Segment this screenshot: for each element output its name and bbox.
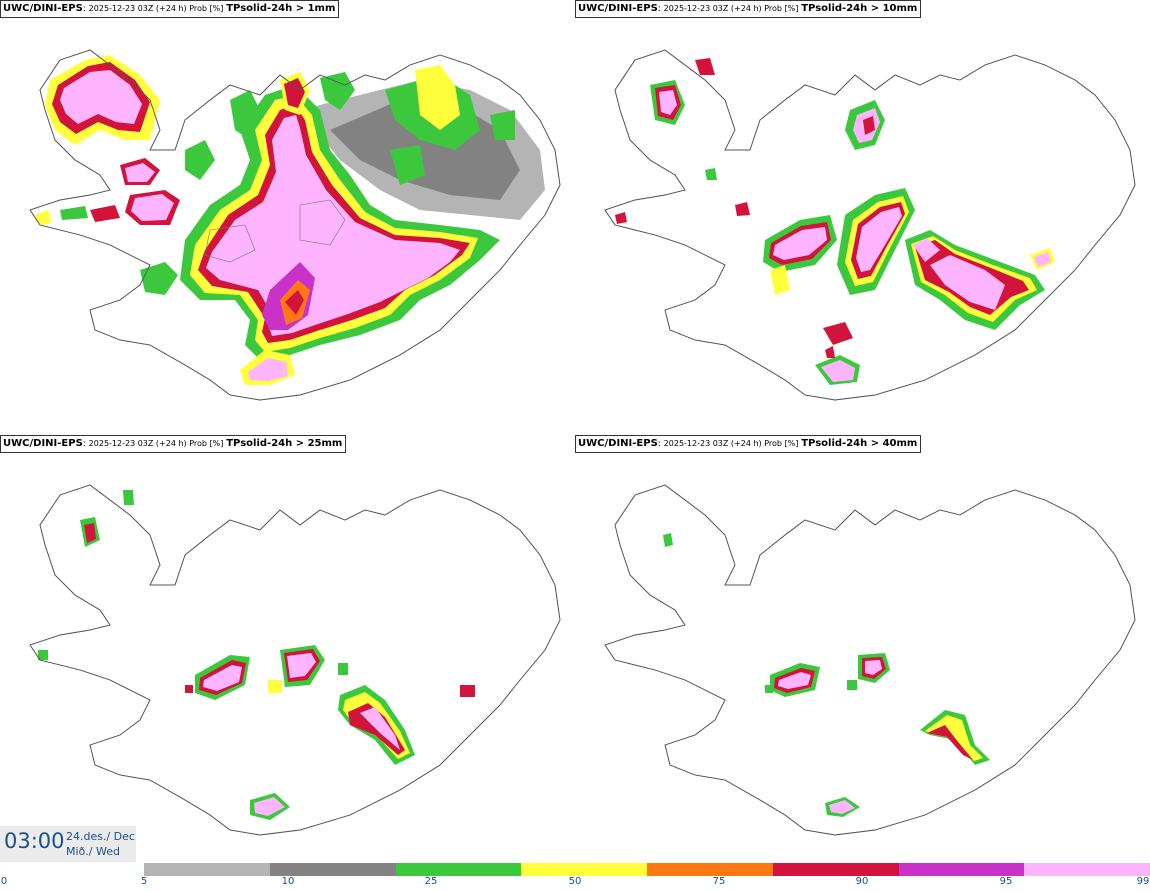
run-info: 2025-12-23 03Z (+24 h) Prob [%]: [88, 439, 224, 448]
legend-segment: [521, 863, 647, 876]
parameter-label: TPsolid-24h > 10mm: [801, 3, 918, 14]
legend-tick-label: 50: [568, 876, 582, 887]
parameter-label: TPsolid-24h > 1mm: [226, 3, 336, 14]
probability-color-scale: [144, 863, 1150, 876]
run-info: 2025-12-23 03Z (+24 h) Prob [%]: [663, 439, 799, 448]
map-panel-10mm: UWC/DINI-EPS: 2025-12-23 03Z (+24 h) Pro…: [575, 0, 1150, 435]
parameter-label: TPsolid-24h > 25mm: [226, 438, 343, 449]
legend-segment: [144, 863, 270, 876]
legend-tick-label: 0: [0, 876, 8, 887]
model-name: UWC/DINI-EPS: [578, 3, 658, 14]
model-name: UWC/DINI-EPS: [578, 438, 658, 449]
iceland-map: [29, 49, 561, 401]
valid-weekday: Mið./ Wed: [66, 845, 120, 858]
model-name: UWC/DINI-EPS: [3, 438, 83, 449]
valid-hour: 03:00: [4, 829, 65, 853]
valid-time-box: 03:00 24.des./ Dec Mið./ Wed: [0, 826, 136, 862]
legend-tick-label: 90: [855, 876, 869, 887]
iceland-map: [604, 484, 1136, 836]
legend-segment: [269, 863, 396, 876]
run-info: 2025-12-23 03Z (+24 h) Prob [%]: [88, 4, 224, 13]
legend-tick-label: 10: [281, 876, 295, 887]
valid-date: 24.des./ Dec: [66, 830, 135, 843]
legend-tick-label: 25: [424, 876, 438, 887]
map-panel-40mm: UWC/DINI-EPS: 2025-12-23 03Z (+24 h) Pro…: [575, 435, 1150, 870]
legend-segment: [647, 863, 773, 876]
legend-tick-label: 95: [999, 876, 1013, 887]
panel-title: UWC/DINI-EPS: 2025-12-23 03Z (+24 h) Pro…: [575, 435, 922, 453]
map-panel-1mm: UWC/DINI-EPS: 2025-12-23 03Z (+24 h) Pro…: [0, 0, 575, 435]
legend-segment: [772, 863, 899, 876]
panel-title: UWC/DINI-EPS: 2025-12-23 03Z (+24 h) Pro…: [575, 0, 922, 18]
legend-segment: [898, 863, 1025, 876]
legend-tick-label: 99: [1136, 876, 1150, 887]
iceland-map: [29, 484, 561, 836]
run-info: 2025-12-23 03Z (+24 h) Prob [%]: [663, 4, 799, 13]
map-panel-25mm: UWC/DINI-EPS: 2025-12-23 03Z (+24 h) Pro…: [0, 435, 575, 870]
legend-tick-label: 75: [712, 876, 726, 887]
legend-tick-label: 5: [140, 876, 148, 887]
legend-segment: [395, 863, 522, 876]
iceland-map: [604, 49, 1136, 401]
legend-segment: [1024, 863, 1150, 876]
parameter-label: TPsolid-24h > 40mm: [801, 438, 918, 449]
panel-title: UWC/DINI-EPS: 2025-12-23 03Z (+24 h) Pro…: [0, 0, 340, 18]
model-name: UWC/DINI-EPS: [3, 3, 83, 14]
panel-title: UWC/DINI-EPS: 2025-12-23 03Z (+24 h) Pro…: [0, 435, 347, 453]
